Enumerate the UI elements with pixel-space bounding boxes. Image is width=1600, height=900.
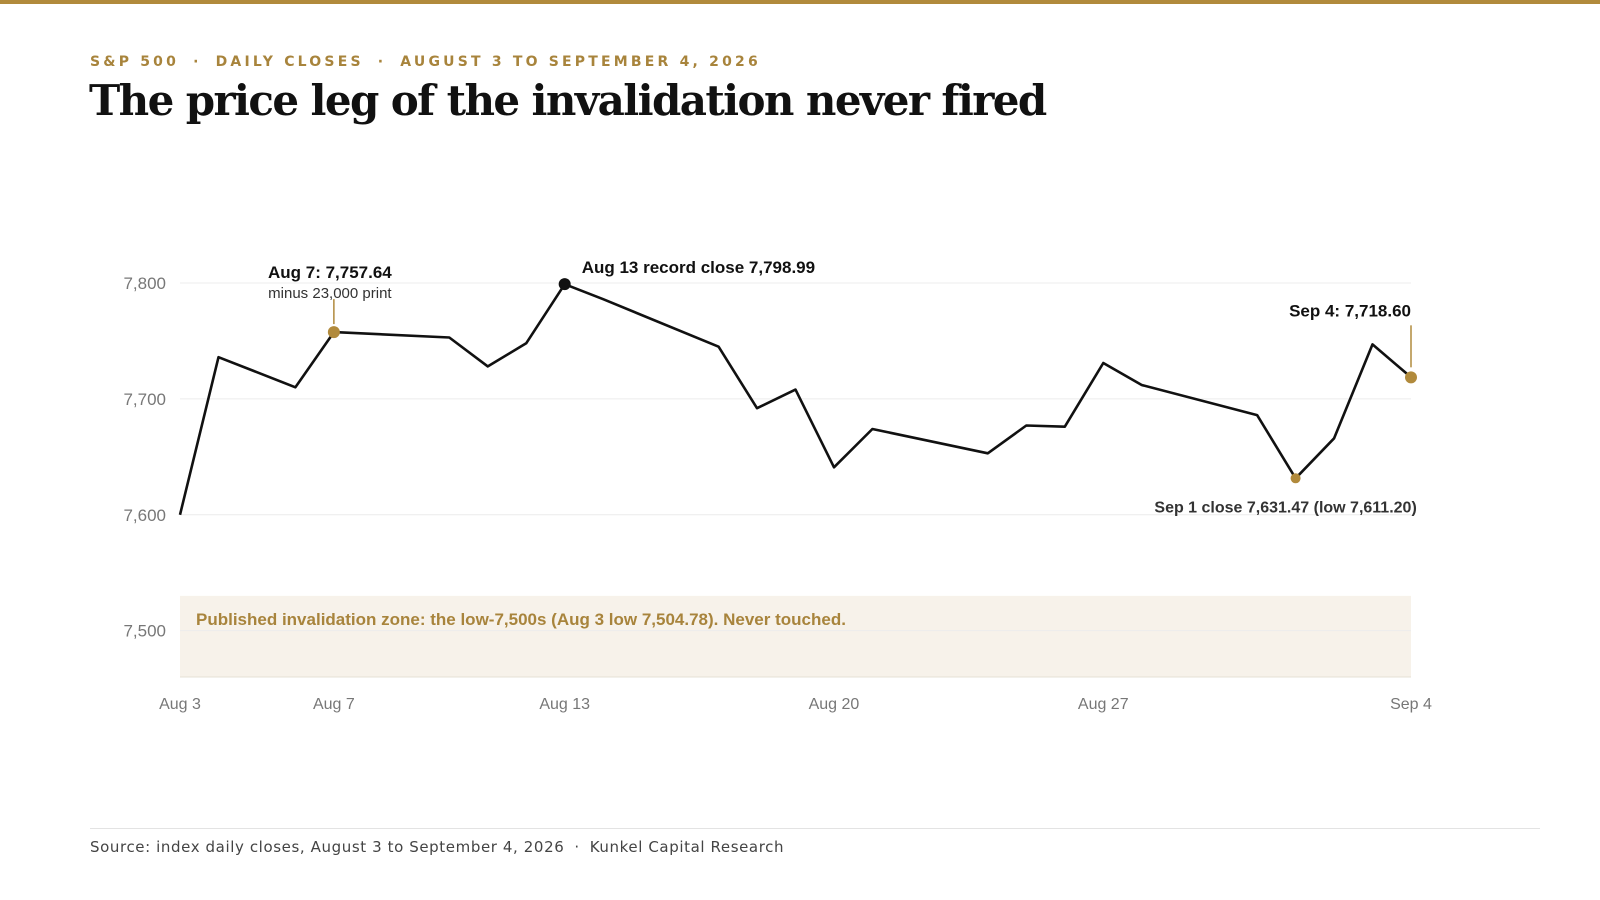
kicker-frequency: DAILY CLOSES <box>215 54 364 70</box>
x-tick-label: Aug 27 <box>1078 696 1129 713</box>
footer-separator: · <box>574 838 580 856</box>
x-tick-label: Aug 3 <box>159 696 201 713</box>
annotation-marker <box>1405 371 1417 384</box>
annotation-marker <box>327 326 340 339</box>
invalidation-zone-band <box>180 595 1411 677</box>
kicker-date-range: AUGUST 3 TO SEPTEMBER 4, 2026 <box>400 54 761 70</box>
y-tick-label: 7,500 <box>123 622 166 641</box>
x-tick-label: Sep 4 <box>1390 696 1432 713</box>
annotation-label: Aug 7: 7,757.64 <box>268 263 392 282</box>
invalidation-zone-label: Published invalidation zone: the low-7,5… <box>196 610 846 629</box>
y-tick-label: 7,600 <box>123 506 166 525</box>
kicker-separator: · <box>193 54 202 70</box>
x-tick-label: Aug 20 <box>809 696 860 713</box>
annotation-marker <box>558 278 571 291</box>
chart-footer: Source: index daily closes, August 3 to … <box>90 838 784 856</box>
annotation-sublabel: minus 23,000 print <box>268 285 392 302</box>
chart-title: The price leg of the invalidation never … <box>89 76 1047 125</box>
y-tick-label: 7,700 <box>123 390 166 409</box>
source-note: Source: index daily closes, August 3 to … <box>90 838 565 856</box>
annotation-label: Sep 4: 7,718.60 <box>1289 301 1411 320</box>
chart-kicker: S&P 500 · DAILY CLOSES · AUGUST 3 TO SEPTEMB… <box>90 54 761 70</box>
annotation-label: Aug 13 record close 7,798.99 <box>582 258 815 277</box>
credit-note: Kunkel Capital Research <box>589 838 785 856</box>
kicker-separator: · <box>377 54 387 70</box>
footer-divider <box>90 828 1540 829</box>
annotation-label: Sep 1 close 7,631.47 (low 7,611.20) <box>1154 499 1416 516</box>
x-tick-label: Aug 7 <box>313 696 355 713</box>
y-tick-label: 7,800 <box>123 274 166 293</box>
kicker-index: S&P 500 <box>90 54 180 70</box>
annotation-marker <box>1290 473 1301 484</box>
sp500-close-line <box>178 282 1412 516</box>
x-tick-label: Aug 13 <box>539 696 590 713</box>
top-accent-bar <box>0 0 1600 4</box>
